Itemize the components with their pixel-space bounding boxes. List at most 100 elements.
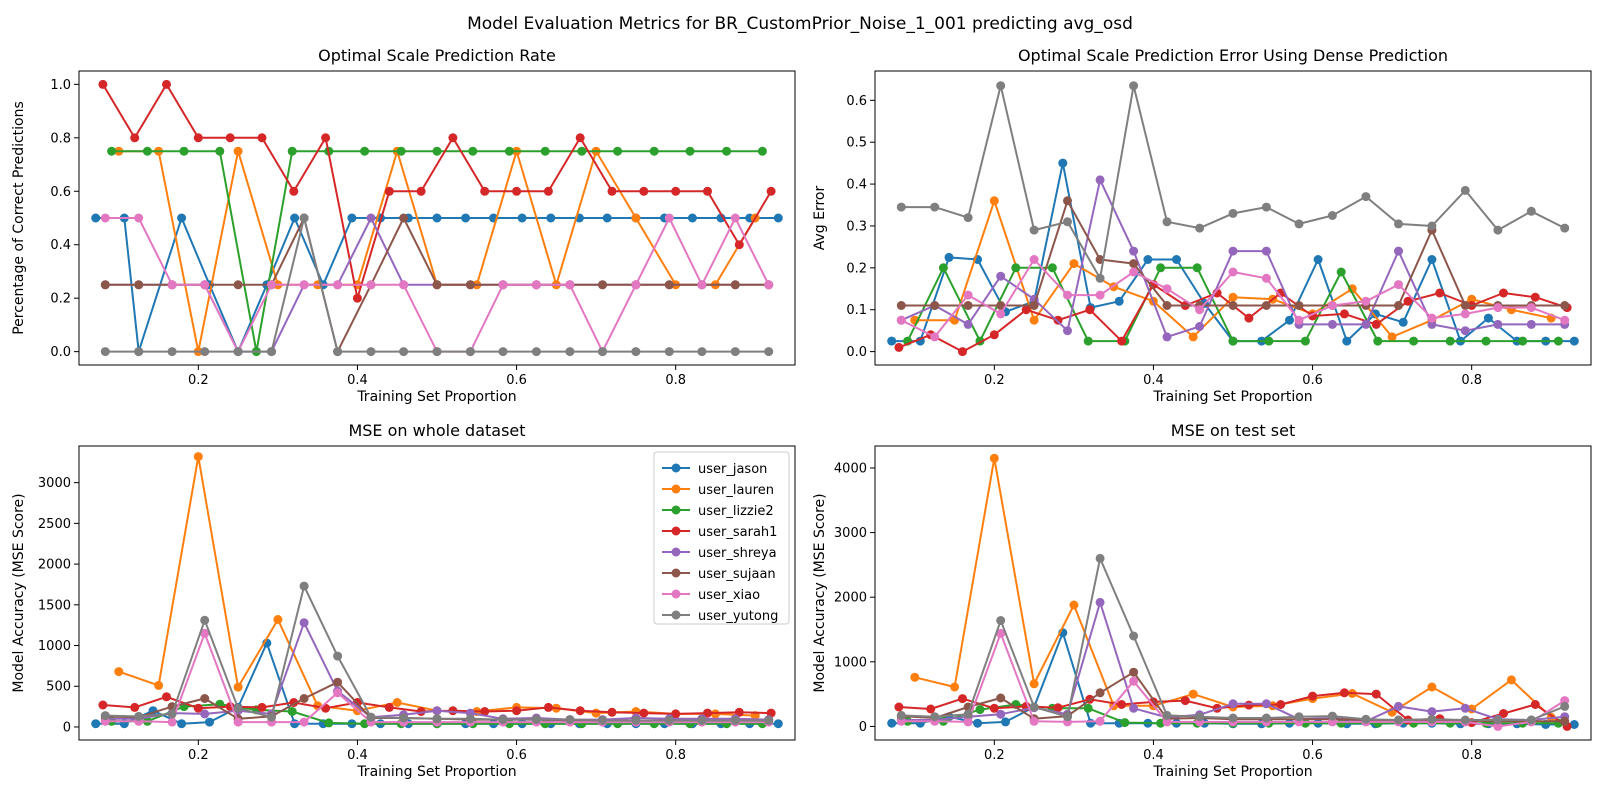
data-point-user-yutong	[1427, 714, 1437, 724]
data-point-user-yutong	[1029, 702, 1039, 712]
data-point-user-shreya	[1526, 319, 1536, 329]
data-point-user-sarah1	[989, 330, 999, 340]
data-point-user-lauren	[233, 146, 243, 156]
data-point-user-yutong	[1029, 225, 1039, 235]
data-point-user-yutong	[531, 347, 541, 357]
data-point-user-yutong	[1526, 206, 1536, 216]
y-tick-label: 0	[859, 720, 867, 735]
data-point-user-sarah1	[225, 133, 235, 143]
data-point-user-xiao	[1460, 309, 1470, 319]
data-point-user-lizzie2	[975, 705, 985, 715]
legend-swatch-marker-user-lizzie2	[671, 505, 681, 515]
data-point-user-yutong	[598, 716, 607, 725]
data-point-user-jason	[1143, 255, 1153, 264]
data-point-user-sujaan	[233, 280, 243, 290]
data-point-user-shreya	[1261, 246, 1271, 256]
data-point-user-yutong	[598, 347, 607, 357]
data-point-user-lauren	[1069, 259, 1079, 269]
data-point-user-yutong	[1195, 712, 1205, 722]
y-tick-label: 0.0	[846, 345, 867, 360]
data-point-user-yutong	[1560, 223, 1570, 233]
data-point-user-yutong	[697, 716, 707, 725]
data-point-user-sujaan	[200, 694, 210, 703]
data-point-user-yutong	[664, 347, 674, 357]
data-point-user-shreya	[1162, 332, 1172, 342]
data-point-user-sarah1	[766, 186, 776, 196]
data-point-user-lauren	[1029, 315, 1039, 325]
data-point-user-yutong	[498, 347, 508, 357]
data-point-user-sarah1	[1117, 700, 1127, 709]
data-point-user-yutong	[1560, 701, 1570, 711]
data-point-user-sarah1	[1021, 305, 1031, 315]
data-point-user-jason	[461, 213, 471, 223]
data-point-user-jason	[887, 336, 897, 346]
data-point-user-xiao	[1029, 255, 1039, 264]
data-point-user-lauren	[1188, 689, 1198, 699]
data-point-user-sujaan	[730, 280, 740, 290]
data-point-user-sujaan	[1460, 301, 1470, 310]
data-point-user-xiao	[664, 213, 674, 223]
y-tick-label: 2500	[38, 517, 71, 532]
data-point-user-xiao	[531, 280, 541, 290]
data-point-user-sarah1	[1085, 305, 1095, 315]
data-point-user-lauren	[1228, 292, 1238, 302]
x-tick-label: 0.2	[188, 748, 209, 763]
data-point-user-sarah1	[480, 186, 490, 196]
data-point-user-yutong	[1394, 219, 1403, 229]
data-point-user-xiao	[1294, 315, 1304, 325]
data-point-user-sarah1	[671, 709, 681, 719]
y-axis-label: Model Accuracy (MSE Score)	[812, 493, 828, 692]
data-point-user-jason	[1313, 255, 1323, 264]
data-point-user-lizzie2	[215, 146, 225, 156]
y-tick-label: 0.2	[846, 261, 867, 276]
data-point-user-jason	[973, 718, 983, 728]
y-axis-label: Model Accuracy (MSE Score)	[11, 493, 27, 692]
data-point-user-xiao	[498, 280, 508, 290]
legend: user_jason user_lauren user_lizzie2 user_sa…	[653, 451, 790, 625]
x-tick-label: 0.8	[1461, 373, 1482, 388]
data-point-user-sarah1	[512, 706, 522, 716]
data-point-user-sarah1	[989, 703, 999, 713]
data-point-user-lizzie2	[1083, 336, 1093, 346]
data-point-user-sujaan	[1560, 301, 1570, 310]
data-point-user-sujaan	[100, 280, 110, 290]
data-point-user-lauren	[950, 682, 960, 692]
data-point-user-sujaan	[1129, 259, 1139, 269]
data-point-user-sujaan	[1095, 688, 1105, 698]
data-point-user-jason	[1058, 158, 1068, 168]
data-point-user-yutong	[399, 713, 409, 723]
data-point-user-sujaan	[664, 280, 674, 290]
data-point-user-lizzie2	[432, 146, 442, 156]
data-point-user-lauren	[154, 680, 164, 690]
data-point-user-sarah1	[1530, 700, 1540, 709]
data-point-user-shreya	[1394, 701, 1403, 711]
data-point-user-yutong	[896, 202, 906, 212]
subplot-2: Optimal Scale Prediction Error Using Den…	[812, 46, 1592, 405]
data-point-user-lauren	[392, 698, 402, 707]
data-point-user-lizzie2	[1300, 336, 1310, 346]
data-point-user-xiao	[1162, 284, 1172, 294]
data-point-user-sarah1	[1499, 709, 1508, 718]
data-point-user-xiao	[1261, 273, 1271, 283]
y-tick-label: 1.0	[50, 78, 71, 93]
data-point-user-yutong	[565, 347, 575, 357]
series-group	[887, 81, 1579, 357]
data-point-user-yutong	[465, 347, 475, 357]
data-point-user-yutong	[963, 709, 973, 719]
x-tick-label: 0.8	[1461, 748, 1482, 763]
x-tick-label: 0.6	[1302, 748, 1323, 763]
data-point-user-sujaan	[1162, 301, 1172, 310]
data-point-user-lizzie2	[938, 263, 948, 273]
x-tick-label: 0.4	[347, 373, 368, 388]
data-point-user-yutong	[366, 347, 376, 357]
data-point-user-shreya	[299, 618, 309, 628]
data-point-user-yutong	[1361, 192, 1371, 202]
x-tick-label: 0.2	[188, 373, 209, 388]
data-point-user-shreya	[1095, 175, 1105, 185]
legend-swatch-marker-user-xiao	[671, 589, 681, 599]
data-point-user-sarah1	[321, 133, 331, 143]
data-point-user-jason	[1086, 718, 1096, 728]
data-point-user-shreya	[1460, 703, 1470, 713]
data-point-user-sujaan	[1029, 301, 1039, 310]
data-point-user-lauren	[273, 615, 283, 624]
